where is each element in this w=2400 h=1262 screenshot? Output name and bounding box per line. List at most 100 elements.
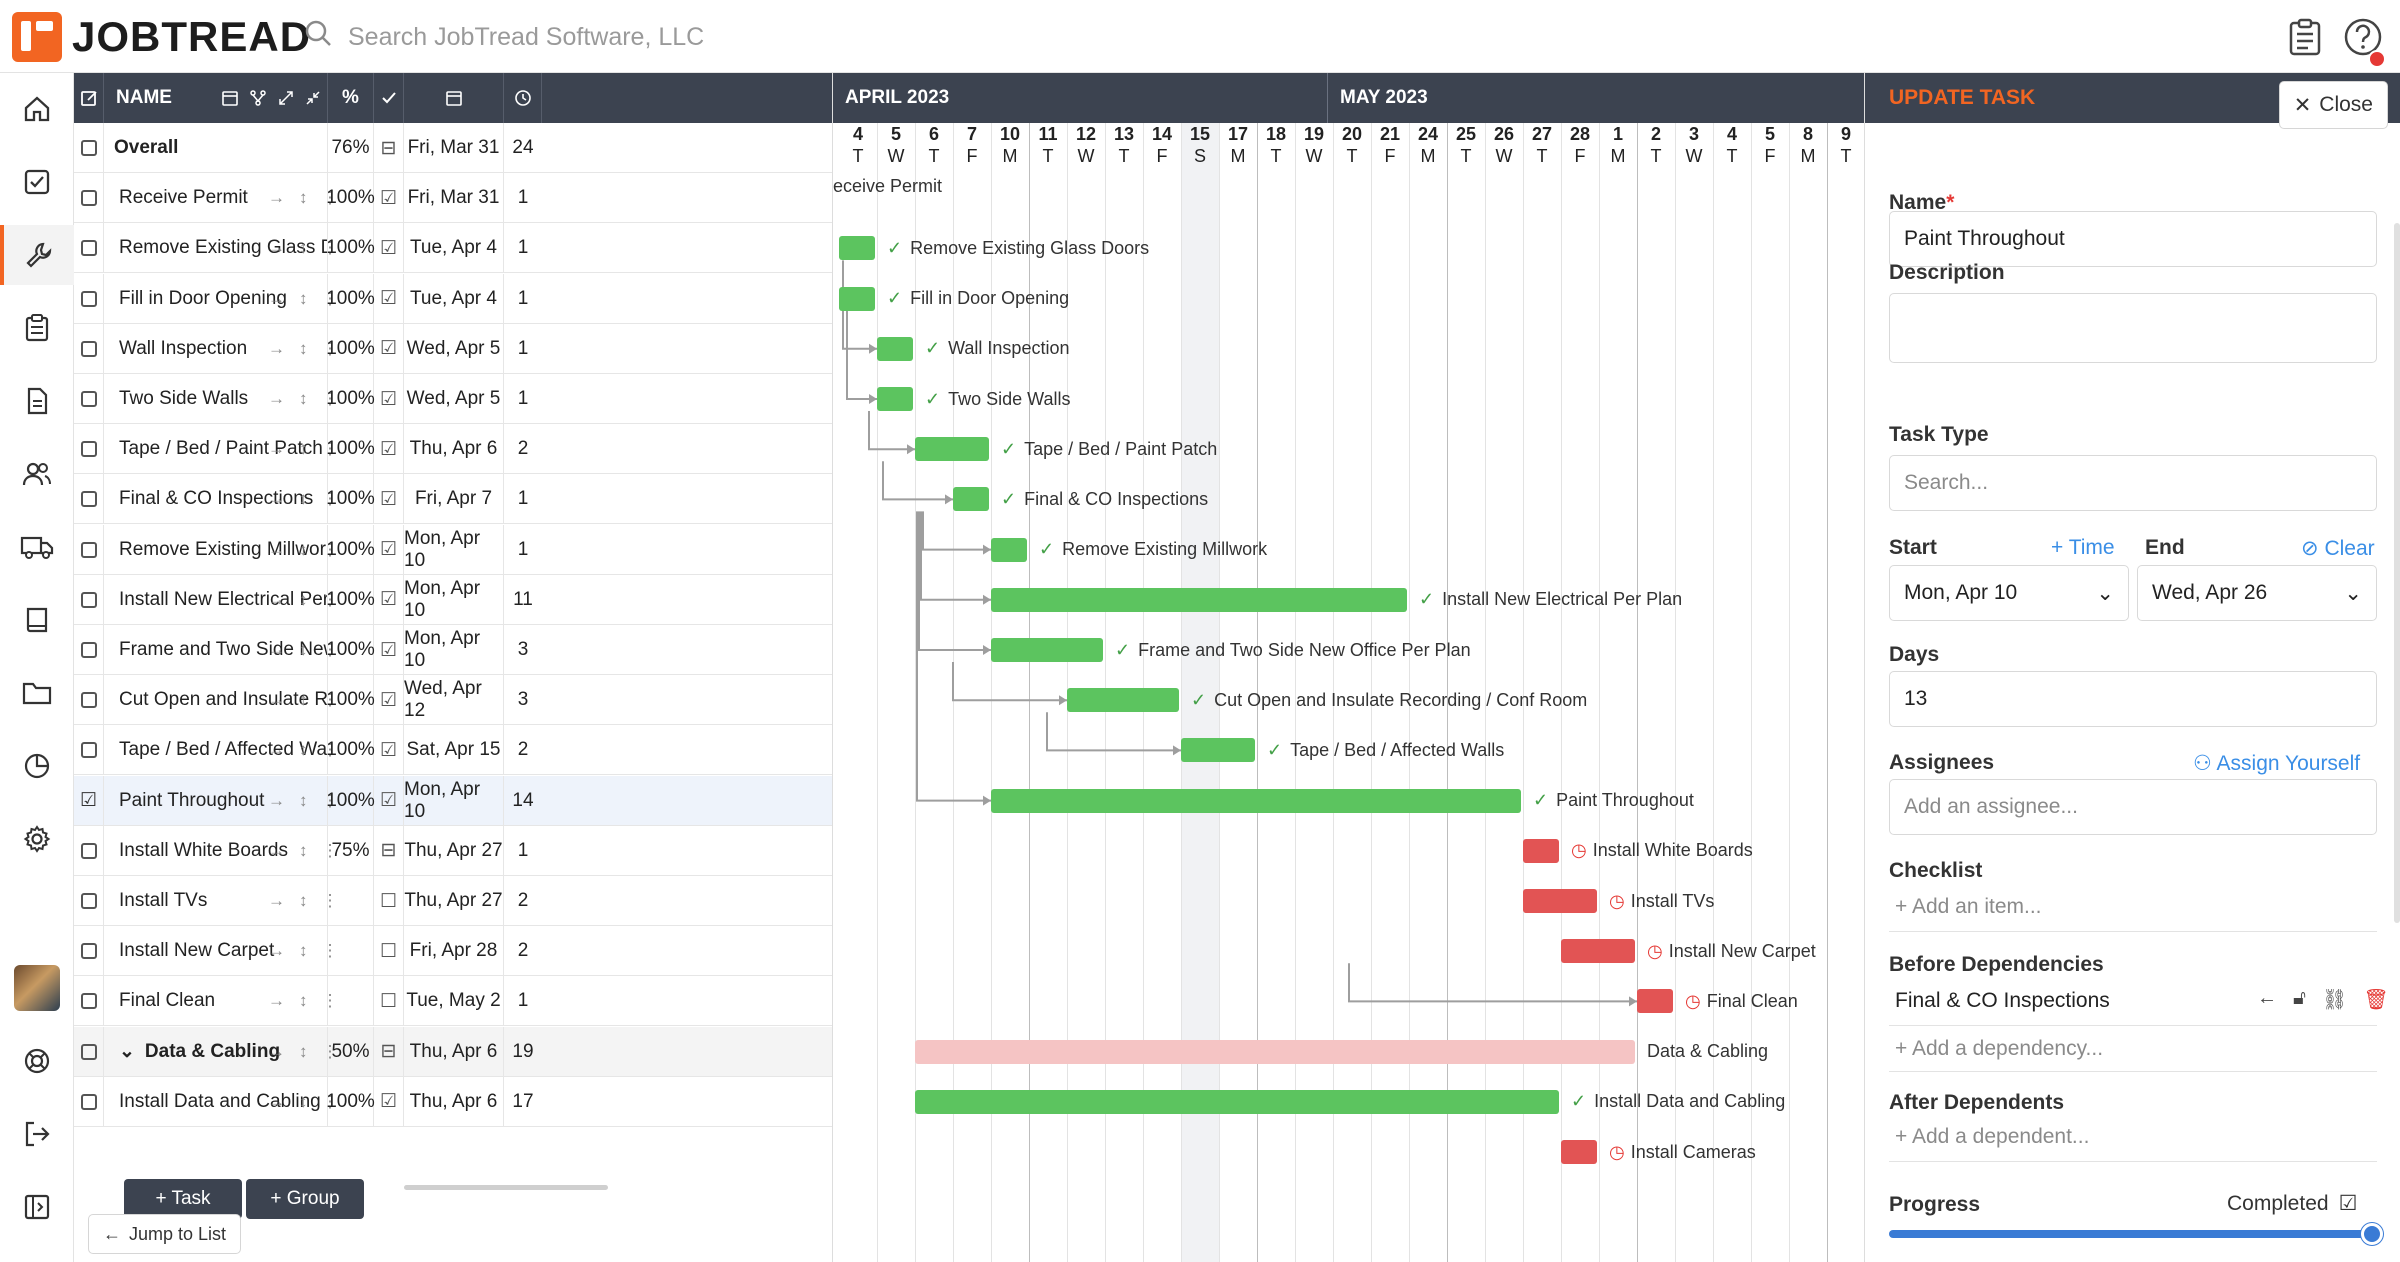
task-start-date[interactable]: Mon, Apr 10	[404, 625, 504, 675]
users-icon[interactable]	[0, 444, 74, 504]
task-percent[interactable]: 100%	[326, 323, 375, 374]
collapse-panel-icon[interactable]	[0, 1177, 74, 1237]
drag-handle-icon[interactable]: ↕	[299, 991, 308, 1011]
task-status-icon[interactable]: ☑	[374, 775, 404, 826]
task-status-icon[interactable]: ☑	[374, 323, 404, 374]
more-icon[interactable]: ⋮	[321, 389, 339, 408]
gantt-bar-label[interactable]: ✓ Tape / Bed / Affected Walls	[1267, 739, 1505, 760]
task-percent[interactable]: 100%	[326, 524, 375, 575]
more-icon[interactable]: ⋮	[321, 439, 339, 459]
more-icon[interactable]: ⋮	[321, 790, 339, 810]
task-percent[interactable]: 100%	[326, 625, 375, 675]
more-icon[interactable]: ⋮	[321, 690, 339, 710]
gantt-bar-label[interactable]: ✓ Install Data and Cabling	[1571, 1091, 1786, 1112]
trash-icon[interactable]: 🗑︎	[2363, 989, 2389, 1011]
more-icon[interactable]: ⋮	[321, 840, 339, 860]
task-status-icon[interactable]: ☑	[374, 1076, 404, 1127]
gantt-bar-label[interactable]: ◷ Install White Boards	[1571, 840, 1753, 861]
gantt-bar[interactable]	[1561, 1140, 1597, 1164]
task-row[interactable]: Install Data and Cabling → ↕ ⋮ 100% ☑ Thu, Apr…	[74, 1076, 832, 1127]
row-select-checkbox[interactable]	[74, 675, 104, 726]
row-select-checkbox[interactable]	[74, 876, 104, 926]
task-status-icon[interactable]: ☐	[374, 876, 404, 926]
task-row[interactable]: Install White Boards → ↕ ⋮ 75% ⊟ Thu, Apr 27 1	[74, 825, 832, 876]
arrow-right-icon[interactable]: →	[268, 338, 285, 358]
drag-handle-icon[interactable]: ↕	[299, 1091, 308, 1111]
gantt-bar-label[interactable]: ✓ Paint Throughout	[1533, 790, 1694, 811]
task-row[interactable]: Cut Open and Insulate Recordi→ ↕ ⋮100%☑Wed…	[74, 675, 832, 726]
jump-to-list-button[interactable]: ← Jump to List	[88, 1214, 242, 1254]
task-row[interactable]: Remove Existing Millwork → ↕ ⋮ 100% ☑ Mon, Apr…	[74, 524, 832, 575]
arrow-right-icon[interactable]: →	[268, 991, 285, 1011]
gantt-bar-label[interactable]: ✓ Frame and Two Side New Office Per Plan	[1115, 639, 1471, 660]
task-row[interactable]: Remove Existing Glass Doors→ ↕ ⋮100%☑Tue, …	[74, 223, 832, 274]
drag-handle-icon[interactable]: ↕	[299, 740, 308, 760]
wrench-icon[interactable]	[0, 225, 74, 285]
gantt-bar[interactable]	[915, 437, 989, 462]
gantt-bar[interactable]	[991, 638, 1103, 662]
gantt-bar[interactable]	[953, 487, 989, 512]
task-start-date[interactable]: Mon, Apr 10	[404, 524, 504, 575]
row-select-checkbox[interactable]	[74, 173, 104, 224]
arrow-right-icon[interactable]: →	[268, 640, 285, 659]
task-status-icon[interactable]: ☑	[374, 675, 404, 726]
task-percent[interactable]: 100%	[326, 1076, 375, 1127]
drag-handle-icon[interactable]: ↕	[299, 941, 308, 961]
arrow-right-icon[interactable]: →	[268, 238, 285, 258]
task-percent[interactable]: 100%	[326, 725, 375, 776]
task-row[interactable]: Overall 76% ⊟ Fri, Mar 31 24	[74, 123, 832, 173]
task-row[interactable]: Receive Permit → ↕ ⋮ 100% ☑ Fri, Mar 31 1	[74, 173, 832, 224]
calendar-view-icon[interactable]	[214, 73, 246, 123]
arrow-right-icon[interactable]: →	[268, 740, 285, 760]
task-status-icon[interactable]: ☑	[374, 625, 404, 675]
gear-icon[interactable]	[0, 809, 74, 869]
task-start-date[interactable]: Mon, Apr 10	[404, 775, 504, 826]
document-icon[interactable]	[0, 371, 74, 431]
task-start-date[interactable]: Wed, Apr 5	[404, 374, 504, 424]
task-days[interactable]: 3	[517, 639, 529, 660]
progress-slider-handle[interactable]	[2361, 1223, 2383, 1245]
arrow-right-icon[interactable]: →	[268, 891, 285, 910]
task-row[interactable]: Tape / Bed / Affected Walls → ↕ ⋮ 100% ☑ Sat, …	[74, 725, 832, 776]
arrow-right-icon[interactable]: →	[268, 389, 285, 408]
edit-mode-icon[interactable]	[74, 73, 104, 123]
arrow-right-icon[interactable]: →	[268, 1041, 285, 1061]
row-select-checkbox[interactable]: ☑	[74, 775, 104, 826]
task-status-icon[interactable]: ☑	[374, 223, 404, 274]
more-icon[interactable]: ⋮	[321, 188, 339, 208]
task-start-date[interactable]: Sat, Apr 15	[404, 725, 504, 776]
task-status-icon[interactable]: ☐	[374, 976, 404, 1027]
task-start-date[interactable]: Thu, Apr 6	[404, 1076, 504, 1127]
row-select-checkbox[interactable]	[74, 223, 104, 274]
task-percent[interactable]: 76%	[328, 123, 374, 173]
gantt-bar[interactable]	[915, 1039, 1635, 1064]
task-days[interactable]: 17	[512, 1090, 534, 1112]
gantt-bar-label[interactable]: ◷ Install Cameras	[1609, 1141, 1756, 1162]
more-icon[interactable]: ⋮	[321, 891, 339, 910]
gantt-bar[interactable]	[877, 336, 913, 361]
percent-column-header[interactable]: %	[328, 73, 374, 123]
task-start-date[interactable]: Fri, Apr 7	[404, 474, 504, 525]
gantt-bar-label[interactable]: ✓ Fill in Door Opening	[887, 288, 1070, 309]
task-start-date[interactable]: Tue, Apr 4	[404, 223, 504, 274]
name-column-header[interactable]: NAME	[116, 87, 172, 108]
task-row[interactable]: Final Clean → ↕ ⋮ ☐ Tue, May 2 1	[74, 976, 832, 1027]
before-dependency-item[interactable]: Final & CO Inspections	[1895, 989, 2110, 1012]
task-days[interactable]: 1	[517, 388, 529, 409]
task-days[interactable]: 2	[517, 739, 529, 761]
more-icon[interactable]: ⋮	[321, 288, 339, 308]
gantt-bar-label[interactable]: ✓ Two Side Walls	[925, 388, 1071, 409]
gantt-bar-label[interactable]: ✓ Remove Existing Glass Doors	[887, 237, 1150, 258]
arrow-right-icon[interactable]: →	[268, 690, 285, 710]
drag-handle-icon[interactable]: ↕	[299, 188, 308, 208]
gantt-bar[interactable]	[1523, 889, 1597, 913]
gantt-bar-label[interactable]: eceive Permit	[833, 175, 943, 196]
task-start-date[interactable]: Tue, May 2	[404, 976, 504, 1027]
row-select-checkbox[interactable]	[74, 273, 104, 324]
drag-handle-icon[interactable]: ↕	[299, 690, 308, 710]
task-status-icon[interactable]: ☑	[374, 173, 404, 224]
hierarchy-icon[interactable]	[242, 73, 274, 123]
checkbox-checked-icon[interactable]: ☑	[2338, 1192, 2358, 1215]
drag-handle-icon[interactable]: ↕	[299, 338, 308, 358]
clipboard-icon[interactable]	[0, 298, 74, 358]
